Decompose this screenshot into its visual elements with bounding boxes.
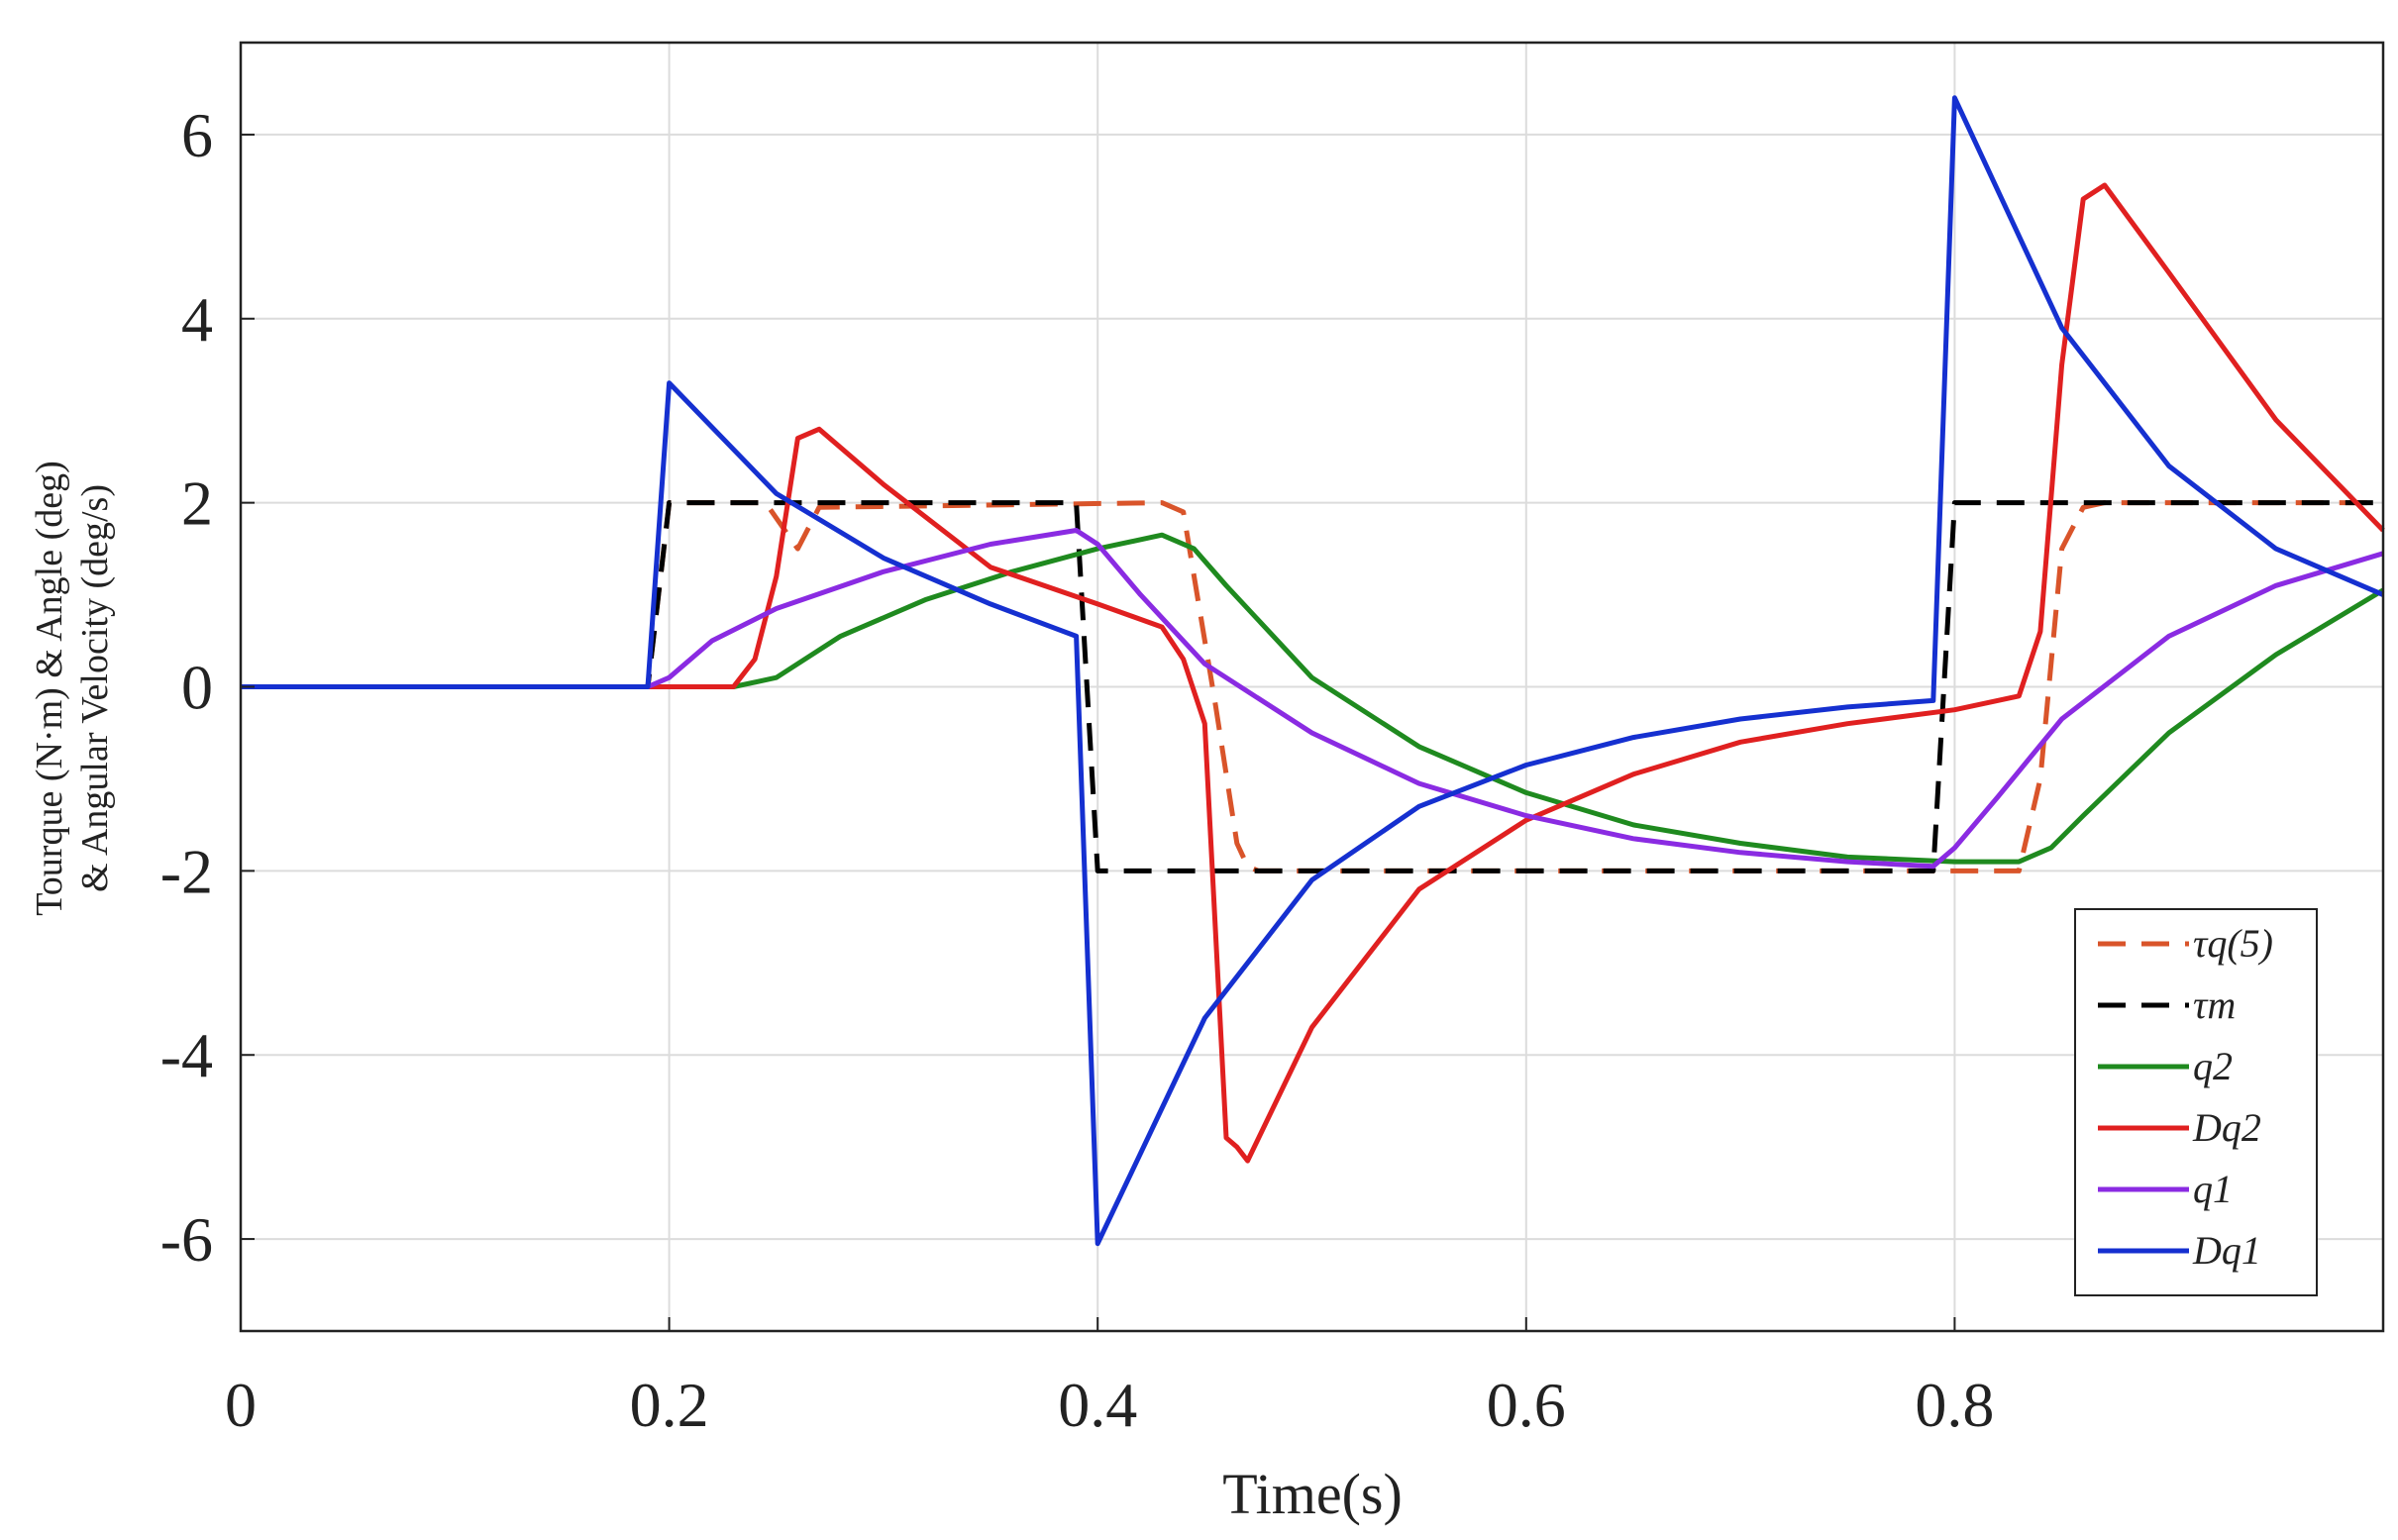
series-line-q2 xyxy=(241,532,2385,865)
legend-box xyxy=(2074,908,2318,1296)
y-tick-label: 6 xyxy=(181,100,213,170)
x-tick-label: 0.6 xyxy=(1487,1370,1566,1440)
legend-label-dq2: Dq2 xyxy=(2192,1105,2261,1150)
y-tick-label: -4 xyxy=(160,1020,213,1090)
series-layer xyxy=(241,95,2385,1247)
x-tick-label: 0.2 xyxy=(630,1370,709,1440)
x-axis-label: Time(s) xyxy=(1222,1462,1403,1526)
series-line-dq2 xyxy=(241,182,2385,1164)
series-line-dq1 xyxy=(241,95,2384,1247)
x-tick-label: 0.4 xyxy=(1058,1370,1137,1440)
series-line-q1 xyxy=(241,528,2384,870)
legend-label-m: τm xyxy=(2193,982,2236,1027)
y-tick-label: 0 xyxy=(181,653,213,723)
y-tick-label: -6 xyxy=(160,1204,213,1275)
series-line-q-5 xyxy=(241,500,2383,873)
y-axis-label-line-2: & Angular Velocity (deg/s) xyxy=(74,484,116,892)
y-tick-label: 2 xyxy=(181,468,213,539)
legend-label-q-5: τq(5) xyxy=(2193,921,2273,966)
y-axis-label-line-1: Tourque (N·m) & Angle (deg) xyxy=(29,461,70,916)
y-tick-label: -2 xyxy=(160,836,213,906)
y-axis-label: Tourque (N·m) & Angle (deg) & Angular Ve… xyxy=(29,461,116,916)
y-tick-label: 4 xyxy=(181,284,213,355)
legend-label-q1: q1 xyxy=(2193,1167,2233,1211)
x-tick-label: 0 xyxy=(225,1370,257,1440)
grid xyxy=(240,43,2383,1331)
legend: τq(5) τm q2 Dq2 q1 Dq1 xyxy=(2074,908,2318,1296)
x-tick-label: 0.8 xyxy=(1915,1370,1994,1440)
legend-label-q2: q2 xyxy=(2193,1044,2233,1088)
legend-label-dq1: Dq1 xyxy=(2192,1228,2261,1273)
ticks: 0 0.2 0.4 0.6 0.8 6 4 2 0 -2 -4 -6 xyxy=(160,100,1995,1440)
